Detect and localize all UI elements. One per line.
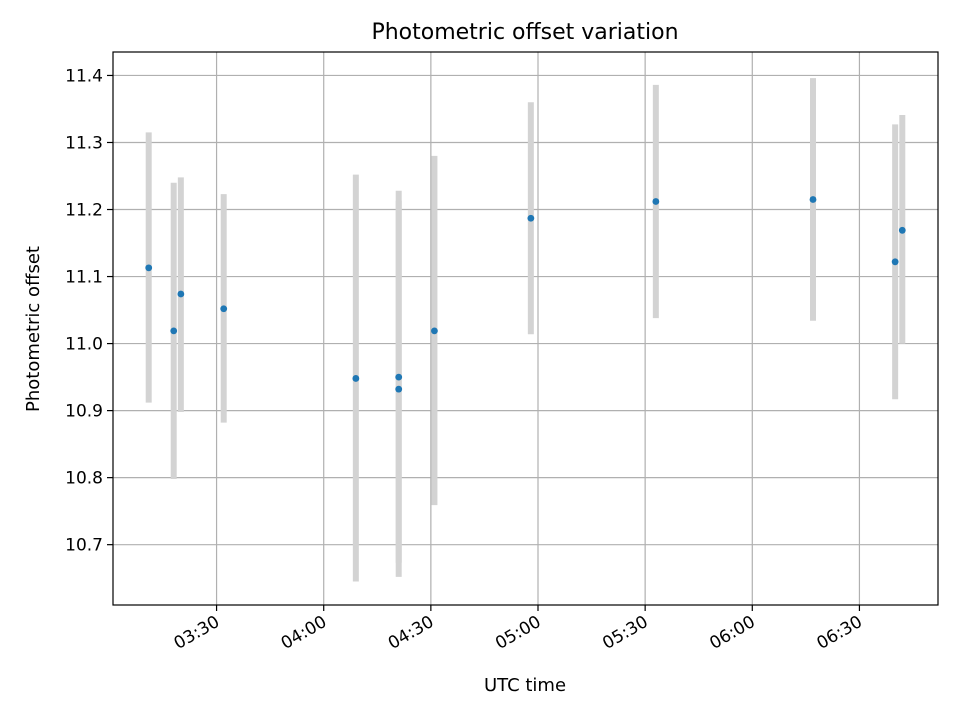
data-point	[527, 214, 535, 222]
x-tick-label: 05:30	[599, 612, 651, 654]
y-tick-label: 10.9	[65, 402, 103, 422]
y-tick-label: 11.2	[65, 201, 103, 221]
y-tick-label: 11.0	[65, 335, 103, 355]
x-tick-label: 04:00	[278, 612, 330, 654]
error-bars	[145, 78, 906, 582]
data-point	[170, 327, 178, 335]
y-axis-label: Photometric offset	[23, 246, 44, 412]
data-point	[898, 226, 906, 234]
y-tick-label: 11.3	[65, 133, 103, 153]
data-point	[431, 327, 438, 335]
data-point	[177, 290, 185, 298]
x-tick-label: 04:30	[385, 612, 437, 654]
y-tick-label: 10.7	[65, 536, 103, 556]
axis-ticks: 03:30 04:00 04:30 05:00 05:30 06:00 06:30 10.7 1…	[65, 66, 866, 653]
data-point	[809, 196, 817, 203]
x-axis-label: UTC time	[484, 675, 566, 696]
x-tick-label: 05:00	[492, 612, 544, 654]
chart-title: Photometric offset variation	[371, 20, 678, 45]
data-point	[352, 375, 360, 382]
data-point	[891, 258, 899, 266]
data-point	[395, 373, 403, 381]
grid	[113, 52, 938, 605]
x-tick-label: 06:00	[706, 612, 758, 654]
y-tick-label: 11.4	[65, 66, 103, 86]
x-tick-label: 03:30	[171, 612, 223, 654]
data-point	[652, 198, 660, 205]
data-point	[220, 305, 228, 313]
data-point	[145, 264, 153, 272]
data-point	[395, 385, 403, 393]
plot-frame	[112, 51, 939, 606]
x-tick-label: 06:30	[813, 612, 865, 654]
y-tick-label: 10.8	[65, 469, 103, 489]
y-tick-label: 11.1	[65, 268, 103, 288]
data-points	[145, 196, 906, 393]
